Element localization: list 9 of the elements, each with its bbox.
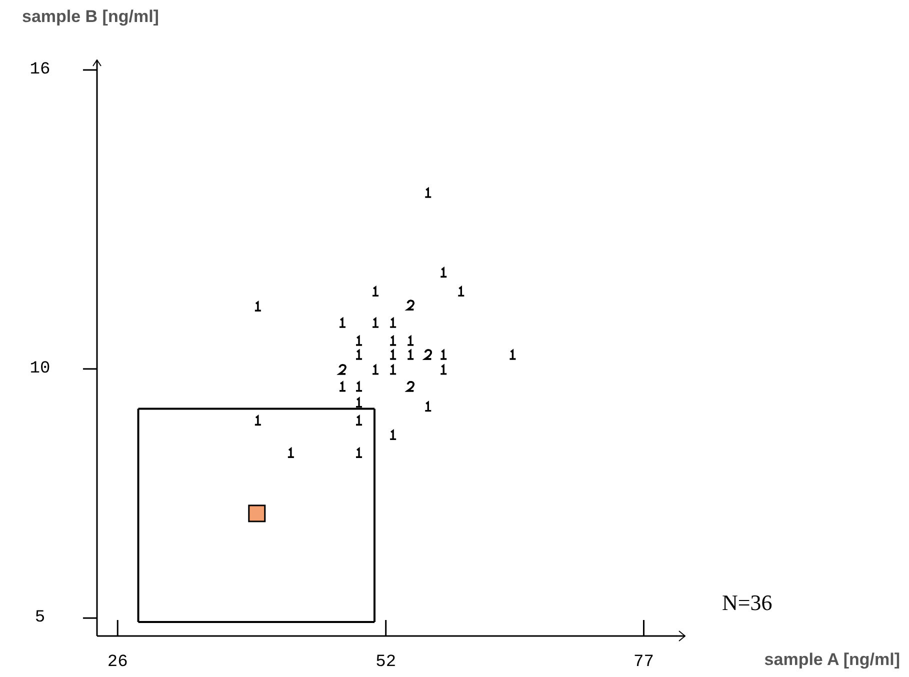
x-tick-label: 26 <box>107 653 128 672</box>
y-tick-label: 5 <box>34 608 46 628</box>
y-tick-label: 16 <box>30 60 50 80</box>
x-tick-label: 52 <box>376 653 396 672</box>
x-tick-label: 77 <box>634 653 654 672</box>
y-axis-title: sample B [ng/ml] <box>22 7 159 26</box>
y-tick-label: 10 <box>30 359 50 378</box>
text: N=36 <box>722 590 772 615</box>
x-axis-title: sample A [ng/ml] <box>764 650 900 669</box>
